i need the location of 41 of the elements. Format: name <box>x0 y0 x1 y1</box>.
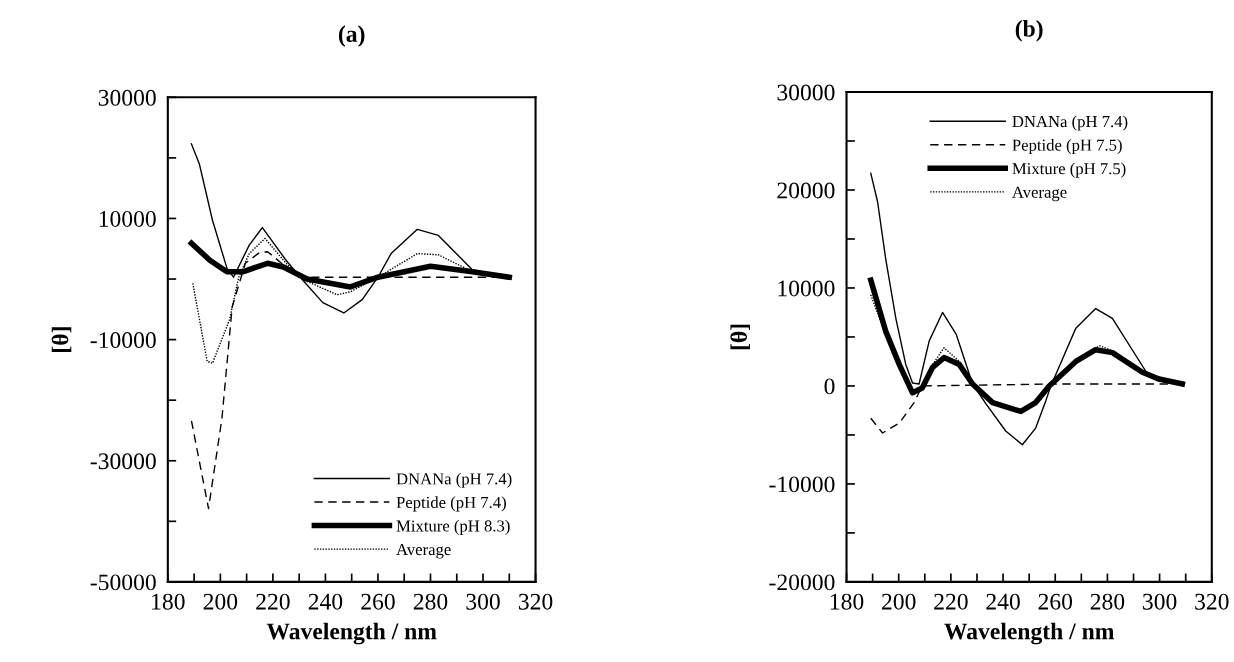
legend-label: DNANa (pH 7.4) <box>1012 115 1128 131</box>
legend-label: Peptide (pH 7.4) <box>396 496 506 512</box>
x-tick-label: 220 <box>256 593 290 610</box>
chart-title: (a) <box>338 25 365 47</box>
legend-label: Average <box>1012 186 1067 202</box>
y-tick-label: -20000 <box>769 574 835 591</box>
legend-label: Mixture (pH 7.5) <box>1012 162 1126 178</box>
y-tick-label: 20000 <box>777 182 835 199</box>
x-tick-label: 180 <box>830 593 864 610</box>
y-tick-label: 0 <box>824 378 835 395</box>
y-tick-label: 10000 <box>778 280 835 297</box>
legend-label: Mixture (pH 8.3) <box>396 519 510 535</box>
y-tick-label: -30000 <box>90 453 156 470</box>
x-axis-title: Wavelength / nm <box>266 622 437 645</box>
x-tick-label: 220 <box>934 593 968 610</box>
y-axis-title: [θ] <box>51 327 72 352</box>
y-tick-label: 30000 <box>98 89 156 106</box>
legend-label: Peptide (pH 7.5) <box>1012 139 1122 155</box>
x-tick-label: 240 <box>986 593 1020 610</box>
x-axis-title: Wavelength / nm <box>944 622 1115 645</box>
x-tick-label: 260 <box>361 593 395 610</box>
y-tick-label: -50000 <box>90 574 156 591</box>
y-tick-label: -10000 <box>90 332 156 349</box>
y-axis-title: [θ] <box>730 324 750 350</box>
x-tick-label: 300 <box>1143 593 1177 610</box>
x-tick-label: 300 <box>466 593 500 610</box>
x-tick-label: 320 <box>1195 593 1229 610</box>
y-tick-label: 30000 <box>777 84 835 101</box>
x-tick-label: 240 <box>308 593 343 610</box>
x-tick-label: 260 <box>1038 593 1073 610</box>
x-tick-label: 280 <box>413 593 448 610</box>
y-tick-label: 10000 <box>99 210 156 227</box>
chart-title: (b) <box>1015 20 1043 42</box>
legend-label: DNANa (pH 7.4) <box>396 472 512 488</box>
x-tick-label: 280 <box>1090 593 1125 610</box>
legend-label: Average <box>396 543 451 559</box>
x-tick-label: 180 <box>152 593 185 610</box>
x-tick-label: 320 <box>518 593 553 610</box>
x-tick-label: 200 <box>203 593 238 610</box>
y-tick-label: -10000 <box>769 476 835 493</box>
x-tick-label: 200 <box>882 593 916 610</box>
